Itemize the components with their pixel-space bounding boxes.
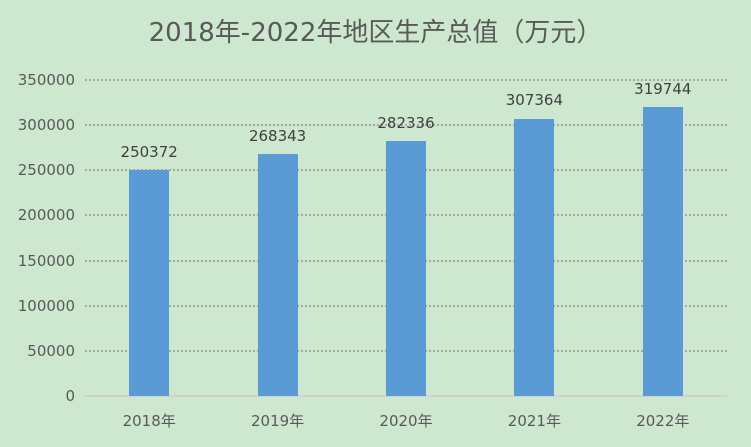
y-tick-label: 50000 <box>27 341 75 360</box>
chart-title: 2018年-2022年地区生产总值（万元） <box>148 18 603 48</box>
x-tick-label: 2018年 <box>122 412 176 430</box>
data-label: 307364 <box>505 91 564 110</box>
y-tick-label: 300000 <box>17 116 75 135</box>
y-tick-label: 200000 <box>17 206 75 225</box>
x-tick-label: 2019年 <box>251 412 305 430</box>
bar[interactable] <box>257 153 298 396</box>
data-label: 268343 <box>248 126 307 145</box>
y-tick-label: 0 <box>65 387 75 405</box>
data-label: 282336 <box>377 114 435 133</box>
gridline <box>85 79 727 81</box>
plot-area: 250372 268343 282336 307364 319744 <box>85 79 727 397</box>
x-tick-label: 2020年 <box>379 412 433 430</box>
x-tick-label: 2022年 <box>636 412 690 430</box>
y-tick-label: 100000 <box>17 296 75 315</box>
y-tick-label: 150000 <box>17 251 75 270</box>
bar[interactable] <box>642 107 683 396</box>
y-tick-label: 250000 <box>17 161 75 180</box>
bar[interactable] <box>129 169 170 396</box>
bar[interactable] <box>386 141 426 396</box>
data-label: 250372 <box>120 142 178 161</box>
gridline <box>85 124 727 127</box>
data-label: 319744 <box>634 80 692 99</box>
x-axis-line <box>85 395 727 397</box>
bar[interactable] <box>514 118 555 396</box>
y-tick-label: 350000 <box>17 71 75 89</box>
x-tick-label: 2021年 <box>507 412 561 430</box>
